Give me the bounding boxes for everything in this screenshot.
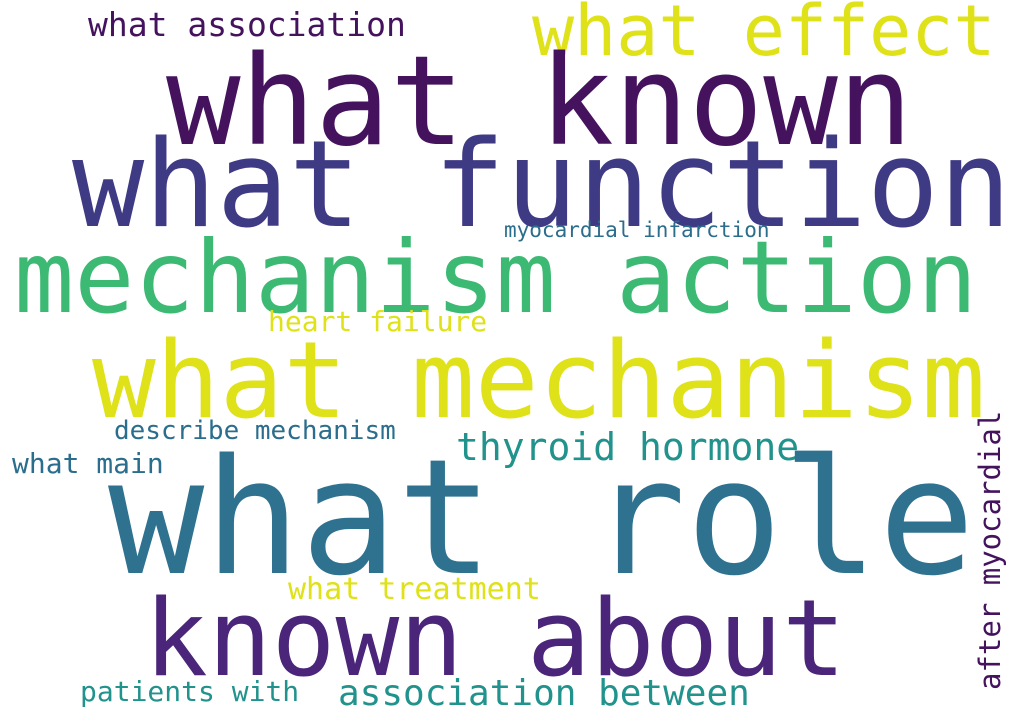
word-myocardial-infarction: myocardial infarction — [504, 218, 770, 242]
word-after-myocardial: after myocardial — [973, 410, 1007, 690]
word-describe-mechanism: describe mechanism — [114, 416, 396, 446]
word-patients-with: patients with — [80, 675, 300, 708]
word-association-between: association between — [338, 673, 750, 714]
word-what-known: what known — [166, 30, 913, 174]
word-what-main: what main — [12, 447, 164, 480]
word-what-function: what function — [72, 116, 1012, 255]
word-thyroid-hormone: thyroid hormone — [456, 425, 800, 469]
word-what-association: what association — [88, 5, 406, 44]
word-heart-failure: heart failure — [268, 305, 488, 338]
word-what-treatment: what treatment — [288, 572, 541, 607]
word-mechanism-action: mechanism action — [14, 219, 978, 336]
word-what-mechanism: what mechanism — [92, 319, 986, 442]
word-known-about: known about — [144, 577, 846, 700]
word-what-role: what role — [108, 424, 975, 611]
word-what-effect: what effect — [532, 0, 996, 72]
